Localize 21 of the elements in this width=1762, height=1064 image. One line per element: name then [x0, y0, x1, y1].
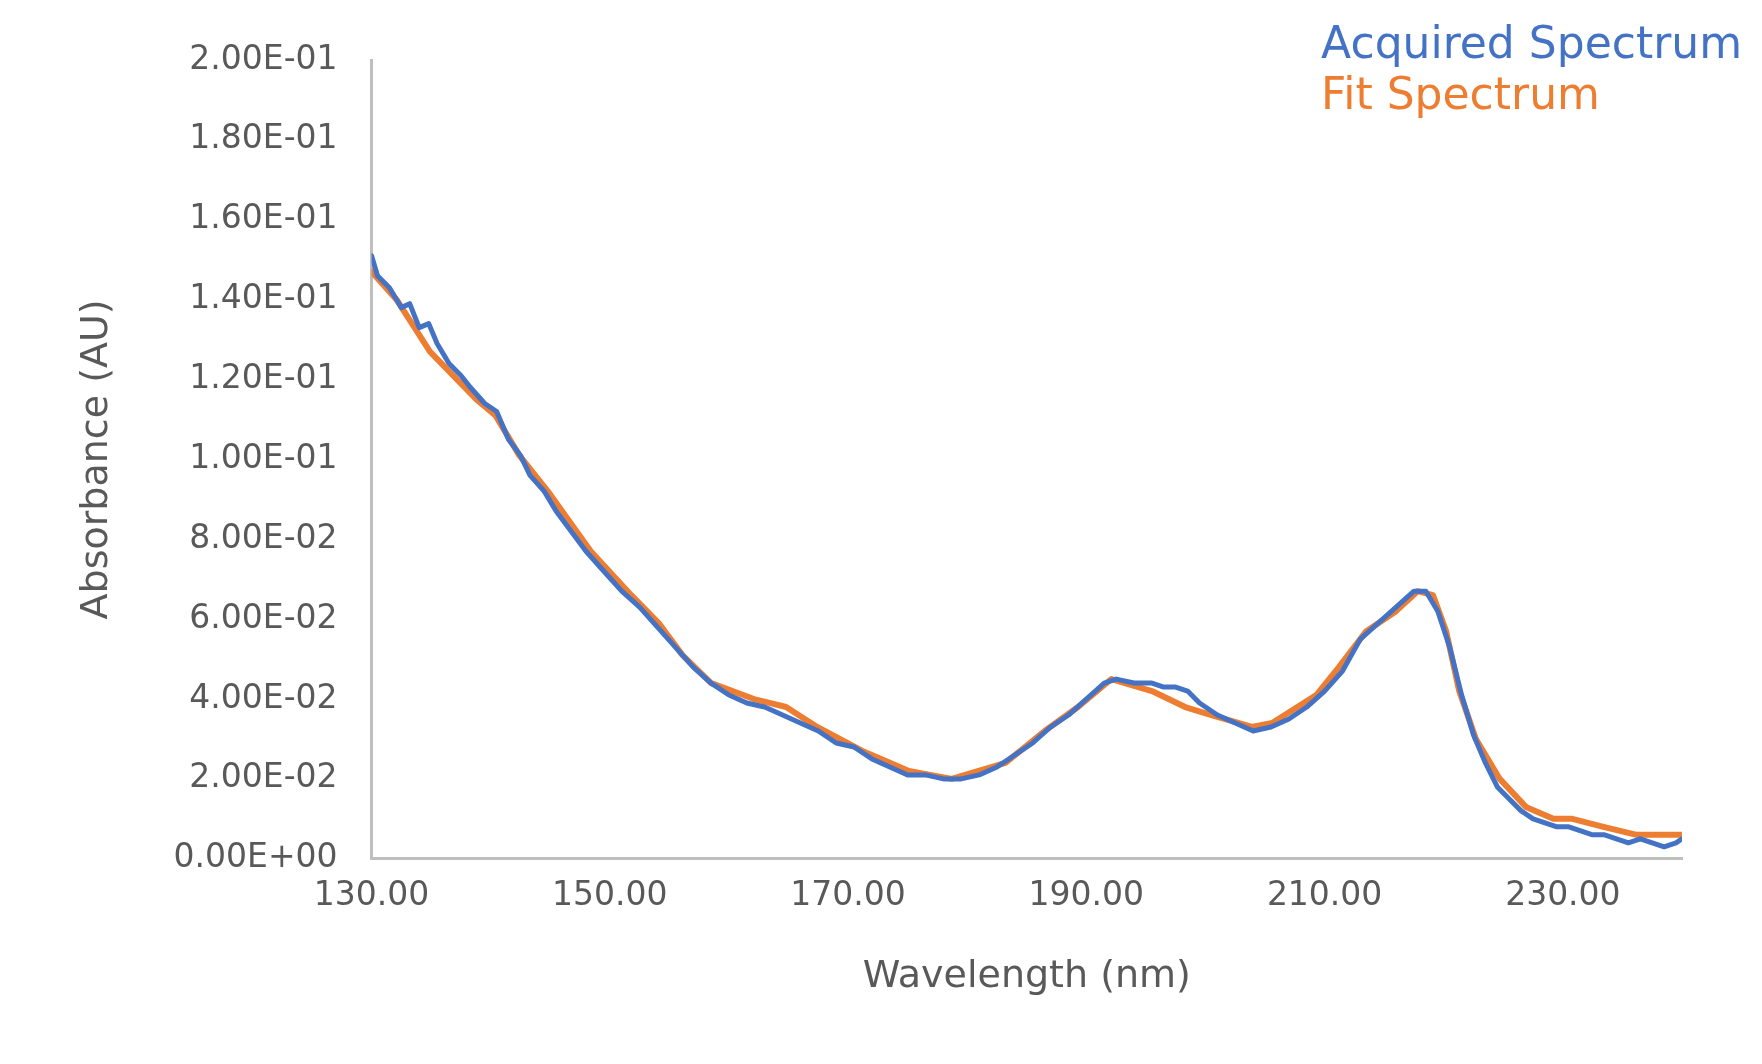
y-tick-label: 2.00E-02	[189, 756, 338, 796]
x-tick-label: 130.00	[313, 874, 430, 914]
y-tick-label: 6.00E-02	[189, 596, 338, 636]
text: Fit Spectrum	[1321, 67, 1601, 120]
y-tick-label: 1.40E-01	[189, 277, 338, 317]
x-tick-label: 190.00	[1028, 874, 1145, 914]
y-tick-label: 0.00E+00	[173, 836, 338, 876]
y-tick-label: 2.00E-01	[189, 37, 338, 77]
y-tick-label: 1.20E-01	[189, 357, 338, 397]
y-axis-title: Absorbance (AU)	[71, 299, 116, 620]
text: Acquired Spectrum	[1321, 17, 1742, 69]
y-tick-label: 1.80E-01	[189, 117, 338, 157]
y-tick-label: 1.60E-01	[189, 197, 338, 237]
x-tick-label: 230.00	[1505, 874, 1621, 914]
x-tick-label: 170.00	[790, 874, 906, 914]
x-axis-title: Wavelength (nm)	[862, 952, 1191, 997]
y-tick-label: 1.00E-01	[189, 436, 338, 476]
x-tick-label: 150.00	[552, 874, 668, 914]
x-tick-label: 210.00	[1266, 874, 1383, 914]
y-tick-label: 4.00E-02	[189, 676, 338, 716]
y-tick-label: 8.00E-02	[189, 516, 338, 556]
